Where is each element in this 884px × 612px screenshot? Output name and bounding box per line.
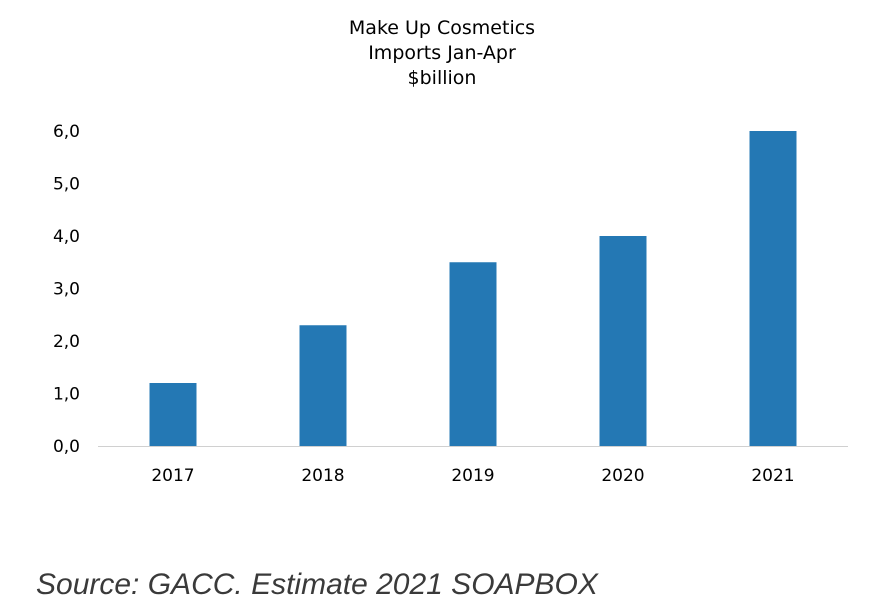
x-tick-label-2019: 2019	[451, 466, 494, 486]
bar-2021	[749, 131, 797, 446]
chart-title-line-1: Make Up Cosmetics	[348, 17, 536, 39]
bar-2019	[449, 262, 497, 446]
y-tick-label: 4,0	[53, 227, 80, 247]
y-tick-label: 6,0	[53, 122, 80, 142]
y-tick-label: 5,0	[53, 175, 80, 195]
bar-2017	[149, 383, 197, 446]
x-tick-label-2018: 2018	[301, 466, 344, 486]
y-tick-label: 0,0	[53, 437, 80, 457]
x-tick-label-2017: 2017	[151, 466, 194, 486]
x-tick-label-2021: 2021	[751, 466, 794, 486]
x-tick-label-2020: 2020	[601, 466, 644, 486]
y-tick-label: 2,0	[53, 332, 80, 352]
y-tick-label: 3,0	[53, 280, 80, 300]
source-caption: Source: GACC. Estimate 2021 SOAPBOX	[36, 568, 598, 601]
bar-chart: 0,0 1,0 2,0 3,0 4,0 5,0 6,0 2017 2018 2019 2020 202…	[53, 122, 848, 486]
bar-2018	[299, 325, 347, 446]
y-tick-label: 1,0	[53, 385, 80, 405]
chart-title-line-2: Imports Jan-Apr	[368, 42, 516, 64]
bar-2020	[599, 236, 647, 446]
chart-title-line-3: $billion	[407, 67, 477, 89]
chart-title: Make Up Cosmetics Imports Jan-Apr $billi…	[0, 16, 884, 91]
